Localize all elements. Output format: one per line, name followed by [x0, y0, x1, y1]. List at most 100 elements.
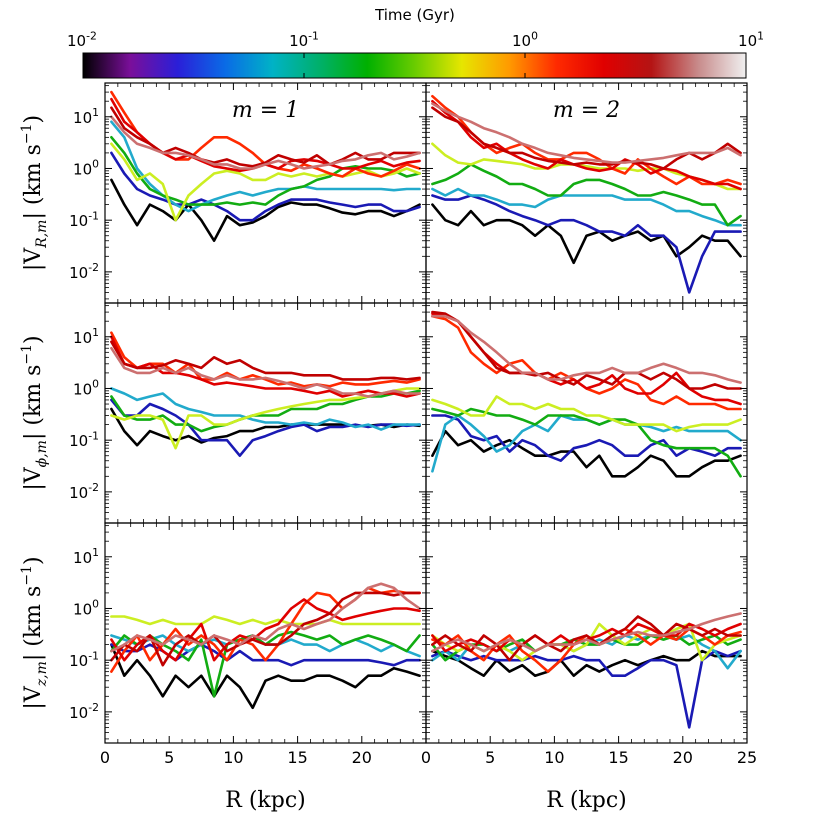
y-tick-label-exp: 1 [92, 106, 99, 119]
series-line [431, 163, 742, 227]
panel-series-group [110, 90, 421, 242]
y-tick-label-base: 10 [73, 160, 92, 178]
colorbar-tick-label-exp: 0 [531, 29, 538, 42]
x-axis-label: R (kpc) [225, 788, 305, 813]
colorbar: Time (Gyr) 10-2 10-1 100 101 [67, 6, 764, 79]
y-tick-label: 10-1 [69, 649, 99, 670]
series-line [110, 582, 421, 653]
series-line [110, 643, 421, 710]
y-tick-label: 10-2 [69, 481, 99, 502]
colorbar-tick-label: 100 [512, 29, 538, 50]
series-line [431, 187, 742, 227]
series-line [431, 649, 742, 729]
panel-series-group [431, 310, 742, 478]
series-line [110, 598, 421, 662]
x-tick-label: 15 [287, 748, 307, 767]
y-tick-label-base: 10 [73, 600, 92, 618]
colorbar-label: Time (Gyr) [374, 6, 455, 24]
series-line [431, 429, 742, 478]
y-tick-label-exp: -1 [88, 209, 99, 222]
x-tick-label: 25 [737, 748, 757, 767]
y-tick-label-exp: -2 [88, 481, 99, 494]
y-tick-label: 100 [73, 158, 99, 179]
y-tick-label-exp: 0 [92, 598, 99, 611]
panel-series-group [110, 582, 421, 710]
colorbar-tick-label-exp: 1 [757, 29, 764, 42]
y-tick-label-exp: 1 [92, 546, 99, 559]
y-tick-label: 100 [73, 598, 99, 619]
y-label-post: | (km s [21, 144, 46, 219]
x-axis-label: R (kpc) [546, 788, 626, 813]
series-line [431, 407, 742, 478]
colorbar-tick-label-base: 10 [67, 32, 86, 50]
series-line [431, 102, 742, 164]
y-tick-label: 10-1 [69, 429, 99, 450]
y-tick-label-base: 10 [73, 549, 92, 567]
y-tick-label-exp: 0 [92, 378, 99, 391]
series-line [431, 414, 742, 473]
series-line [110, 142, 421, 222]
series-line [110, 398, 421, 458]
panel-r0-c1: m = 2 [425, 82, 748, 304]
series-line [431, 203, 742, 265]
y-tick-label-exp: 1 [92, 326, 99, 339]
y-tick-label-base: 10 [69, 484, 88, 502]
x-tick-label: 0 [421, 748, 431, 767]
y-tick-label-base: 10 [69, 432, 88, 450]
y-label-end: ) [21, 556, 46, 565]
y-label-sup: −1 [19, 123, 35, 144]
colorbar-ticks: 10-2 10-1 100 101 [67, 29, 764, 78]
colorbar-tick-label: 10-1 [289, 29, 319, 50]
series-line [110, 387, 421, 431]
colorbar-tick-label-base: 10 [512, 32, 531, 50]
y-tick-label-base: 10 [73, 329, 92, 347]
x-tick-label: 15 [608, 748, 628, 767]
y-label-post: | (km s [21, 365, 46, 440]
series-line [110, 115, 421, 170]
panel-r2-c1: 0 5 10 15 20 25 [421, 522, 757, 767]
y-tick-label-exp: 0 [92, 158, 99, 171]
panel-series-group [431, 612, 742, 729]
y-label-pre: |V [21, 247, 46, 271]
series-line [110, 346, 421, 398]
y-label-sup: −1 [19, 565, 35, 586]
column-label: m = 1 [232, 98, 299, 123]
series-line [110, 340, 421, 381]
panel-r1-c1 [425, 302, 748, 524]
series-line [431, 612, 742, 653]
colorbar-tick-label-exp: -2 [86, 29, 97, 42]
y-tick-label-base: 10 [73, 380, 92, 398]
y-axis-label: |Vϕ,m| (km s−1) [19, 335, 50, 490]
series-line [110, 335, 421, 398]
y-tick-label: 10-2 [69, 701, 99, 722]
y-label-end: ) [21, 115, 46, 124]
series-line [431, 649, 742, 678]
y-label-post: | (km s [21, 586, 46, 661]
y-tick-label: 101 [73, 106, 99, 127]
x-tick-label: 20 [673, 748, 693, 767]
x-tick-label: 20 [352, 748, 372, 767]
x-tick-label: 0 [100, 748, 110, 767]
panel-series-group [110, 331, 421, 458]
series-line [431, 99, 742, 191]
series-line [431, 395, 742, 433]
y-tick-label: 10-1 [69, 209, 99, 230]
panel-series-group [431, 94, 742, 294]
y-label-sub: R,m [34, 220, 50, 249]
colorbar-tick-label-base: 10 [289, 32, 308, 50]
colorbar-tick-label: 101 [738, 29, 764, 50]
y-tick-label: 100 [73, 378, 99, 399]
series-line [110, 615, 421, 626]
colorbar-tick-label-exp: -1 [308, 29, 319, 42]
y-axis-labels: |VR,m| (km s−1)|Vϕ,m| (km s−1)|Vz,m| (km… [19, 115, 50, 710]
y-axis-label: |Vz,m| (km s−1) [19, 556, 50, 709]
series-line [110, 178, 421, 242]
series-line [110, 151, 421, 222]
y-tick-label: 101 [73, 326, 99, 347]
y-tick-label-exp: -1 [88, 429, 99, 442]
